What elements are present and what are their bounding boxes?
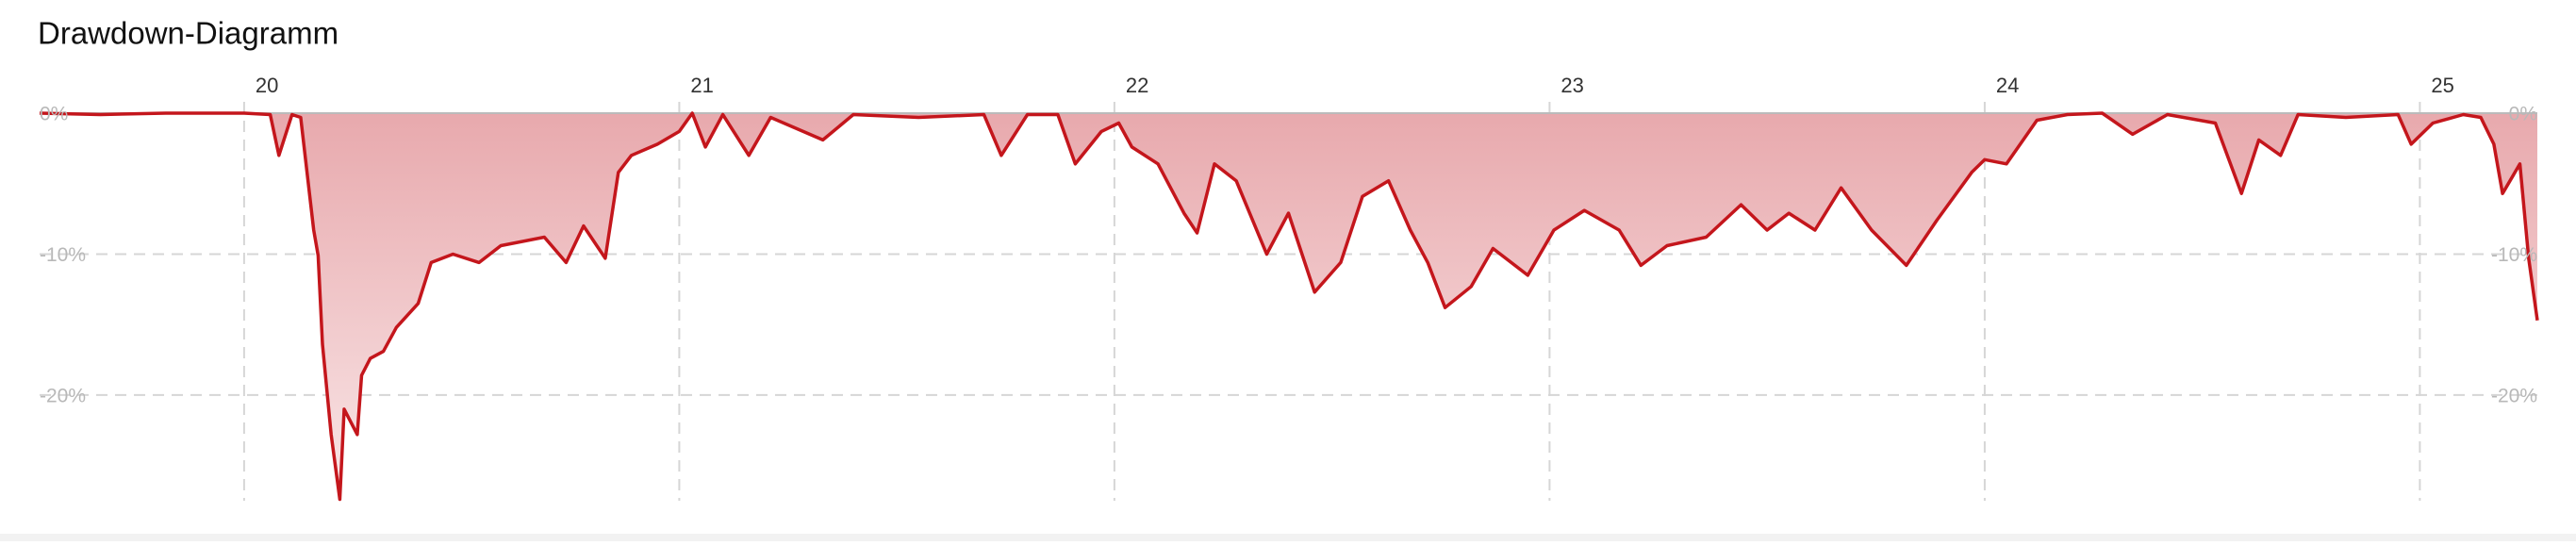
x-tick-label: 20 [256,74,278,97]
x-tick-label: 24 [1996,74,2019,97]
drawdown-area [40,113,2537,500]
y-tick-label-right: 0% [2509,104,2537,125]
y-tick-label-right: -10% [2491,244,2537,266]
chart-title: Drawdown-Diagramm [38,16,339,51]
y-tick-label: 0% [40,104,68,125]
x-tick-label: 22 [1126,74,1148,97]
x-tick-label: 23 [1560,74,1583,97]
drawdown-line [39,111,2539,502]
y-tick-label: -10% [40,244,86,266]
x-tick-label: 21 [690,74,713,97]
y-tick-label-right: -20% [2491,385,2537,406]
x-tick-label: 25 [2431,74,2453,97]
y-tick-label: -20% [40,385,86,406]
footer-strip [0,534,2576,541]
